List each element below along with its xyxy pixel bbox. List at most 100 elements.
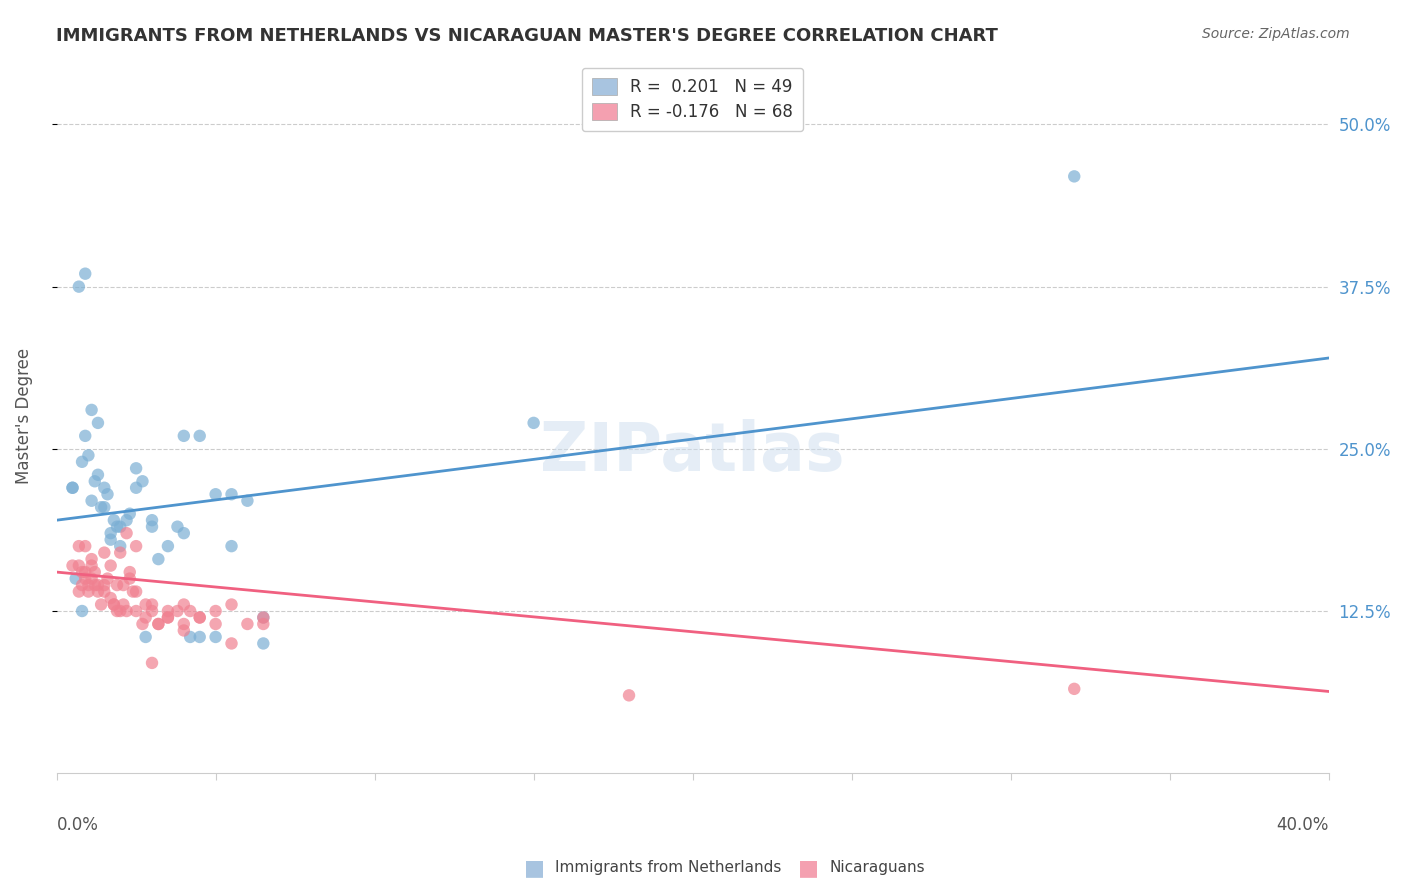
Point bbox=[105, 604, 128, 618]
Point bbox=[87, 416, 110, 430]
Point bbox=[204, 630, 226, 644]
Point bbox=[221, 539, 243, 553]
Point bbox=[115, 604, 138, 618]
Point bbox=[173, 598, 195, 612]
Point bbox=[135, 598, 157, 612]
Point bbox=[252, 617, 274, 632]
Point bbox=[110, 604, 132, 618]
Point bbox=[118, 572, 141, 586]
Point bbox=[173, 617, 195, 632]
Point bbox=[125, 584, 148, 599]
Point bbox=[115, 513, 138, 527]
Text: Immigrants from Netherlands: Immigrants from Netherlands bbox=[555, 861, 782, 875]
Point bbox=[93, 546, 115, 560]
Point bbox=[90, 500, 112, 515]
Point bbox=[96, 487, 118, 501]
Text: Source: ZipAtlas.com: Source: ZipAtlas.com bbox=[1202, 27, 1350, 41]
Point bbox=[148, 552, 170, 566]
Point bbox=[148, 617, 170, 632]
Point bbox=[80, 493, 103, 508]
Point bbox=[188, 610, 211, 624]
Point bbox=[148, 617, 170, 632]
Legend: R =  0.201   N = 49, R = -0.176   N = 68: R = 0.201 N = 49, R = -0.176 N = 68 bbox=[582, 68, 803, 131]
Point bbox=[179, 604, 201, 618]
Point bbox=[77, 448, 100, 462]
Point bbox=[125, 604, 148, 618]
Point bbox=[93, 584, 115, 599]
Text: IMMIGRANTS FROM NETHERLANDS VS NICARAGUAN MASTER'S DEGREE CORRELATION CHART: IMMIGRANTS FROM NETHERLANDS VS NICARAGUA… bbox=[56, 27, 998, 45]
Point bbox=[62, 481, 84, 495]
Point bbox=[105, 578, 128, 592]
Point bbox=[125, 539, 148, 553]
Point bbox=[173, 429, 195, 443]
Point bbox=[188, 610, 211, 624]
Point bbox=[115, 526, 138, 541]
Point bbox=[141, 513, 163, 527]
Point bbox=[221, 487, 243, 501]
Point bbox=[617, 689, 640, 703]
Text: Nicaraguans: Nicaraguans bbox=[830, 861, 925, 875]
Point bbox=[70, 578, 93, 592]
Point bbox=[90, 598, 112, 612]
Point bbox=[252, 610, 274, 624]
Point bbox=[87, 467, 110, 482]
Point bbox=[103, 598, 125, 612]
Point bbox=[236, 493, 259, 508]
Point bbox=[188, 429, 211, 443]
Point bbox=[141, 604, 163, 618]
Point bbox=[125, 461, 148, 475]
Point bbox=[236, 617, 259, 632]
Point bbox=[118, 507, 141, 521]
Point bbox=[103, 598, 125, 612]
Point bbox=[523, 416, 546, 430]
Point bbox=[221, 598, 243, 612]
Point bbox=[67, 539, 90, 553]
Point bbox=[70, 604, 93, 618]
Point bbox=[93, 481, 115, 495]
Point bbox=[112, 578, 135, 592]
Point bbox=[252, 610, 274, 624]
Point bbox=[141, 656, 163, 670]
Text: 40.0%: 40.0% bbox=[1277, 816, 1329, 834]
Point bbox=[100, 591, 122, 605]
Point bbox=[103, 513, 125, 527]
Point bbox=[83, 578, 105, 592]
Point bbox=[166, 519, 188, 533]
Point bbox=[70, 455, 93, 469]
Point bbox=[156, 604, 179, 618]
Point bbox=[80, 403, 103, 417]
Point bbox=[83, 565, 105, 579]
Point bbox=[118, 565, 141, 579]
Point bbox=[125, 481, 148, 495]
Point bbox=[87, 578, 110, 592]
Point bbox=[173, 624, 195, 638]
Point bbox=[204, 604, 226, 618]
Point bbox=[156, 610, 179, 624]
Point bbox=[110, 519, 132, 533]
Point bbox=[80, 572, 103, 586]
Point bbox=[75, 267, 97, 281]
Point bbox=[100, 558, 122, 573]
Point bbox=[122, 584, 145, 599]
Point bbox=[156, 610, 179, 624]
Point bbox=[83, 475, 105, 489]
Text: ZIPatlas: ZIPatlas bbox=[540, 419, 845, 485]
Point bbox=[80, 552, 103, 566]
Y-axis label: Master's Degree: Master's Degree bbox=[15, 349, 32, 484]
Point bbox=[135, 630, 157, 644]
Point bbox=[252, 636, 274, 650]
Point bbox=[204, 617, 226, 632]
Point bbox=[62, 558, 84, 573]
Text: ■: ■ bbox=[524, 858, 544, 878]
Point bbox=[204, 487, 226, 501]
Point bbox=[110, 546, 132, 560]
Point bbox=[131, 475, 153, 489]
Point bbox=[166, 604, 188, 618]
Point bbox=[67, 558, 90, 573]
Point bbox=[75, 539, 97, 553]
Point bbox=[75, 572, 97, 586]
Point bbox=[221, 636, 243, 650]
Point bbox=[141, 519, 163, 533]
Point bbox=[135, 610, 157, 624]
Point bbox=[75, 565, 97, 579]
